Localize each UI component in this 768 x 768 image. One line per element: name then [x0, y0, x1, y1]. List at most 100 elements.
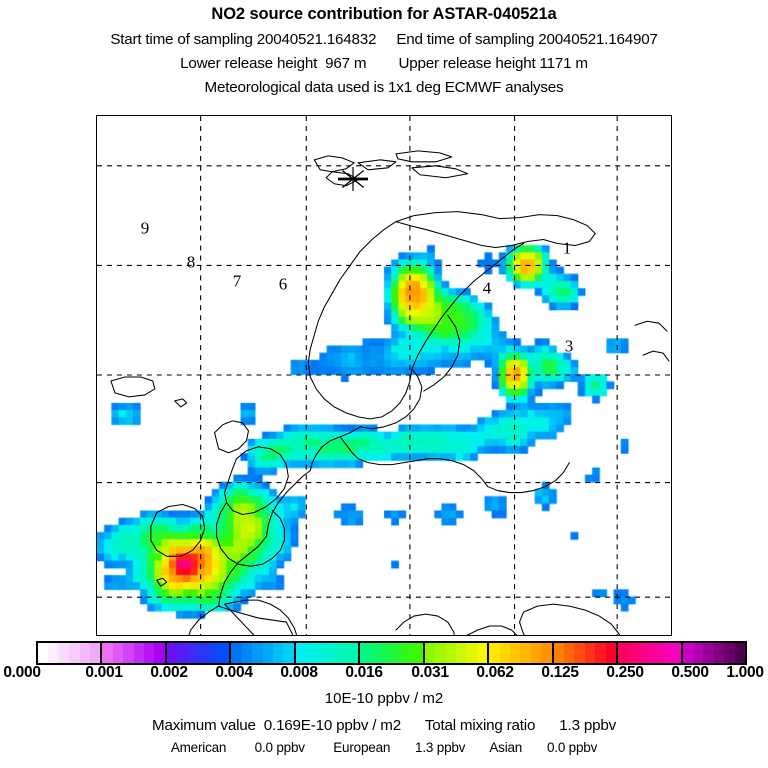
colorbar-step	[724, 643, 735, 663]
colorbar-segment	[166, 643, 232, 663]
colorbar	[36, 641, 747, 665]
colorbar-step	[649, 643, 660, 663]
colorbar-step	[306, 643, 317, 663]
colorbar-step	[381, 643, 392, 663]
colorbar-step	[69, 643, 80, 663]
colorbar-segment	[295, 643, 361, 663]
colorbar-step	[187, 643, 199, 663]
colorbar-step	[144, 643, 155, 663]
colorbar-tick-label: 0.008	[280, 664, 318, 681]
map-region-number: 1	[562, 238, 572, 258]
colorbar-segment	[424, 643, 490, 663]
map-gridlines	[97, 116, 671, 635]
colorbar-tick-label: 0.002	[150, 664, 188, 681]
colorbar-step	[734, 643, 745, 663]
colorbar-step	[401, 643, 413, 663]
colorbar-segment	[553, 643, 619, 663]
colorbar-step	[295, 643, 307, 663]
colorbar-tick-label: 0.016	[345, 664, 383, 681]
coastline-overlay	[110, 150, 670, 635]
colorbar-segment	[102, 643, 167, 663]
colorbar-step	[553, 643, 565, 663]
colorbar-step	[445, 643, 456, 663]
colorbar-segment	[38, 643, 103, 663]
colorbar-step	[476, 643, 488, 663]
colorbar-step	[90, 643, 101, 663]
colorbar-step	[177, 643, 188, 663]
map-plot-area: 9 8 7 6 4 3 1	[96, 115, 672, 636]
colorbar-step	[595, 643, 606, 663]
colorbar-step	[327, 643, 338, 663]
colorbar-step	[58, 643, 70, 663]
colorbar-step	[262, 643, 273, 663]
colorbar-tick-labels: 0.000 0.001 0.002 0.004 0.008 0.016 0.031 0.062…	[0, 665, 768, 685]
colorbar-step	[154, 643, 165, 663]
colorbar-step	[218, 643, 230, 663]
meteorological-data-line: Meteorological data used is 1x1 deg ECMW…	[204, 78, 564, 96]
colorbar-step	[692, 643, 704, 663]
colorbar-step	[112, 643, 124, 663]
colorbar-segment	[360, 643, 425, 663]
colorbar-step	[38, 643, 49, 663]
colorbar-tick-label: 0.500	[671, 664, 709, 681]
map-region-number: 9	[140, 218, 150, 238]
header: NO2 source contribution for ASTAR-040521…	[0, 0, 768, 95]
map-region-number: 8	[186, 252, 196, 272]
colorbar-step	[102, 643, 113, 663]
colorbar-step	[466, 643, 477, 663]
colorbar-step	[618, 643, 629, 663]
colorbar-step	[574, 643, 585, 663]
colorbar-step	[605, 643, 617, 663]
map-region-labels: 9 8 7 6 4 3 1	[97, 116, 671, 635]
colorbar-step	[424, 643, 436, 663]
colorbar-step	[347, 643, 359, 663]
colorbar-segment	[618, 643, 683, 663]
colorbar-step	[283, 643, 294, 663]
map-region-number: 6	[278, 274, 288, 294]
colorbar-step	[370, 643, 382, 663]
colorbar-step	[520, 643, 531, 663]
colorbar-step	[541, 643, 552, 663]
colorbar-step	[391, 643, 402, 663]
colorbar-step	[337, 643, 348, 663]
colorbar-step	[198, 643, 209, 663]
map-region-number: 7	[232, 271, 242, 291]
colorbar-step	[530, 643, 542, 663]
colorbar-step	[489, 643, 500, 663]
colorbar-step	[412, 643, 423, 663]
colorbar-step	[584, 643, 596, 663]
colorbar-step	[509, 643, 521, 663]
colorbar-tick-label: 0.004	[215, 664, 253, 681]
footer: Maximum value 0.169E-10 ppbv / m2 Total …	[0, 718, 768, 755]
colorbar-tick-label: 0.062	[476, 664, 514, 681]
colorbar-tick-label: 1.000	[726, 664, 764, 681]
colorbar-segment	[682, 643, 745, 663]
colorbar-tick-label: 0.125	[541, 664, 579, 681]
page-title: NO2 source contribution for ASTAR-040521…	[211, 5, 557, 23]
colorbar-step	[659, 643, 671, 663]
colorbar-step	[231, 643, 242, 663]
colorbar-step	[435, 643, 446, 663]
colorbar-step	[208, 643, 219, 663]
colorbar-step	[703, 643, 714, 663]
colorbar-step	[499, 643, 510, 663]
colorbar-step	[316, 643, 328, 663]
colorbar-step	[360, 643, 371, 663]
colorbar-step	[241, 643, 253, 663]
colorbar-segment	[231, 643, 296, 663]
map-region-number: 4	[482, 278, 492, 298]
colorbar-step	[252, 643, 263, 663]
colorbar-step	[670, 643, 681, 663]
map-region-number: 3	[564, 336, 574, 356]
colorbar-step	[48, 643, 59, 663]
colorbar-segment	[489, 643, 554, 663]
colorbar-tick-label: 0.031	[411, 664, 449, 681]
colorbar-step	[133, 643, 145, 663]
colorbar-step	[628, 643, 639, 663]
colorbar-step	[272, 643, 284, 663]
colorbar-step	[79, 643, 91, 663]
colorbar-step	[166, 643, 178, 663]
colorbar-step	[682, 643, 693, 663]
colorbar-step	[713, 643, 725, 663]
sampling-time-line: Start time of sampling 20040521.164832 E…	[110, 30, 658, 48]
